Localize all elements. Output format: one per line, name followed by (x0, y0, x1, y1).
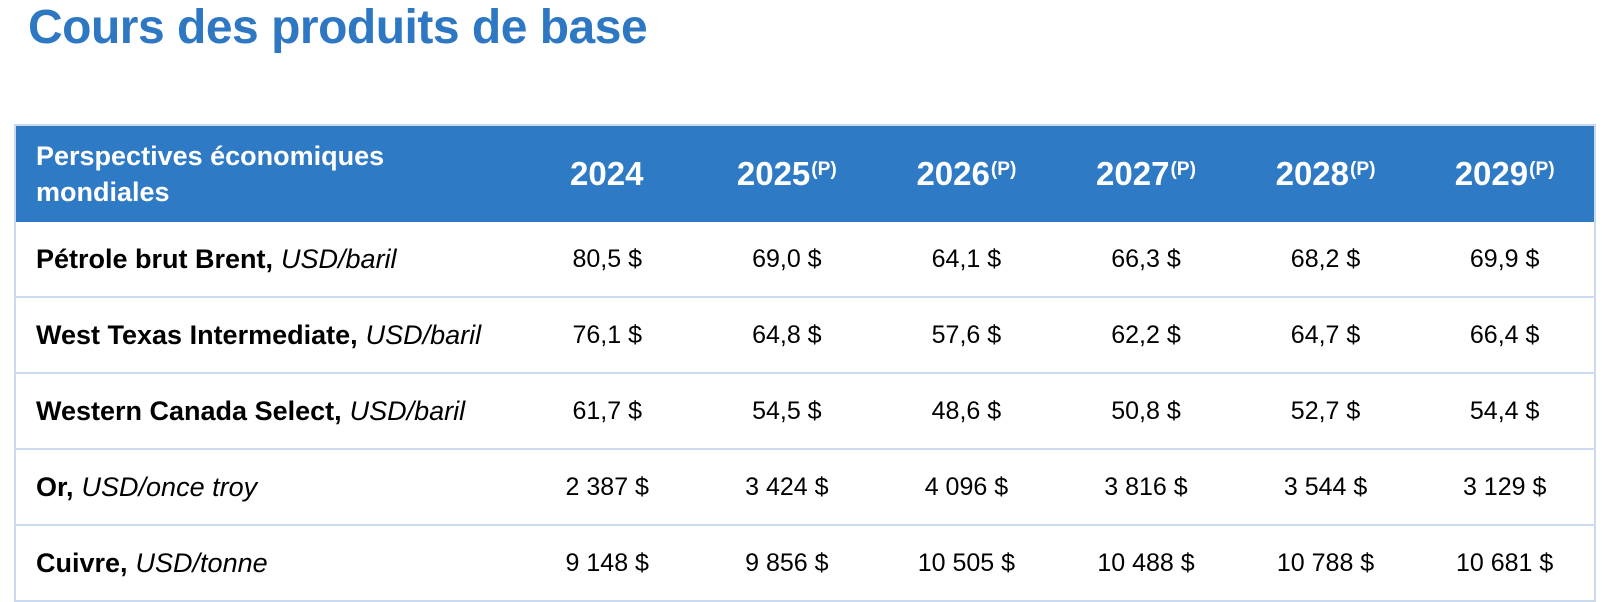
commodity-name: West Texas Intermediate, (36, 319, 358, 350)
projection-marker: (P) (811, 159, 837, 181)
value-cell: 64,7 $ (1235, 296, 1416, 373)
year-text: 2027 (1096, 155, 1170, 192)
year-text: 2024 (570, 155, 644, 192)
value-cell: 57,6 $ (876, 296, 1057, 373)
row-label-cell: Cuivre, USD/tonne (15, 524, 518, 601)
header-year-2025: 2025(P) (697, 125, 877, 222)
value-cell: 10 505 $ (876, 524, 1057, 601)
year-text: 2028 (1275, 155, 1350, 192)
commodity-unit: USD/once troy (81, 471, 258, 502)
value-cell: 64,1 $ (876, 222, 1057, 297)
value-cell: 68,2 $ (1235, 222, 1416, 297)
projection-marker: (P) (1529, 159, 1555, 181)
value-cell: 9 148 $ (517, 524, 698, 601)
commodity-name: Or, (36, 471, 74, 502)
header-label-cell: Perspectives économiques mondiales (15, 125, 518, 222)
table-row-brent: Pétrole brut Brent, USD/baril 80,5 $ 69,0… (15, 222, 1595, 297)
table-row-wti: West Texas Intermediate, USD/baril 76,1 $… (15, 296, 1595, 373)
table-row-wcs: Western Canada Select, USD/baril 61,7 $ 5… (15, 372, 1595, 449)
value-cell: 61,7 $ (517, 372, 698, 449)
commodity-unit: USD/baril (281, 243, 397, 274)
value-cell: 62,2 $ (1056, 296, 1236, 373)
table-row-cuivre: Cuivre, USD/tonne 9 148 $ 9 856 $ 10 505 … (15, 524, 1595, 601)
row-label-cell: Western Canada Select, USD/baril (15, 372, 518, 449)
value-cell: 66,3 $ (1056, 222, 1236, 297)
value-cell: 69,9 $ (1415, 222, 1595, 297)
commodity-name: Western Canada Select, (36, 395, 342, 426)
page-title: Cours des produits de base (28, 1, 648, 54)
header-year-2027: 2027(P) (1056, 125, 1236, 222)
value-cell: 52,7 $ (1235, 372, 1416, 449)
header-year-2028: 2028(P) (1235, 125, 1416, 222)
commodity-prices-table-grid: Perspectives économiques mondiales 2024 … (14, 124, 1596, 602)
value-cell: 54,5 $ (697, 372, 877, 449)
header-year-2026: 2026(P) (876, 125, 1057, 222)
header-year-2024: 2024 (517, 125, 698, 222)
value-cell: 50,8 $ (1056, 372, 1236, 449)
value-cell: 54,4 $ (1415, 372, 1595, 449)
value-cell: 3 816 $ (1056, 448, 1236, 525)
table-row-or: Or, USD/once troy 2 387 $ 3 424 $ 4 096 $… (15, 448, 1595, 525)
value-cell: 10 488 $ (1056, 524, 1236, 601)
commodity-unit: USD/baril (349, 395, 466, 426)
value-cell: 3 129 $ (1415, 448, 1595, 525)
value-cell: 3 424 $ (697, 448, 877, 525)
year-text: 2025 (736, 155, 811, 192)
value-cell: 76,1 $ (517, 296, 698, 373)
value-cell: 10 788 $ (1235, 524, 1416, 601)
value-cell: 64,8 $ (697, 296, 877, 373)
row-label-cell: Pétrole brut Brent, USD/baril (15, 222, 518, 297)
value-cell: 80,5 $ (517, 222, 698, 297)
row-label-cell: Or, USD/once troy (15, 448, 518, 525)
commodity-name: Cuivre, (36, 547, 128, 578)
year-text: 2029 (1454, 155, 1529, 192)
year-text: 2026 (916, 155, 990, 192)
commodity-unit: USD/baril (365, 319, 482, 350)
value-cell: 9 856 $ (697, 524, 877, 601)
commodity-unit: USD/tonne (135, 547, 268, 578)
row-label-cell: West Texas Intermediate, USD/baril (15, 296, 518, 373)
value-cell: 66,4 $ (1415, 296, 1595, 373)
projection-marker: (P) (990, 159, 1017, 181)
value-cell: 69,0 $ (697, 222, 877, 297)
header-year-2029: 2029(P) (1415, 125, 1595, 222)
value-cell: 48,6 $ (876, 372, 1057, 449)
value-cell: 10 681 $ (1415, 524, 1595, 601)
projection-marker: (P) (1170, 159, 1196, 181)
projection-marker: (P) (1350, 159, 1376, 181)
value-cell: 3 544 $ (1235, 448, 1416, 525)
table-header-row: Perspectives économiques mondiales 2024 … (15, 125, 1595, 222)
commodity-name: Pétrole brut Brent, (36, 243, 274, 274)
value-cell: 2 387 $ (517, 448, 698, 525)
value-cell: 4 096 $ (876, 448, 1057, 525)
commodity-prices-table: Perspectives économiques mondiales 2024 … (14, 124, 1596, 602)
